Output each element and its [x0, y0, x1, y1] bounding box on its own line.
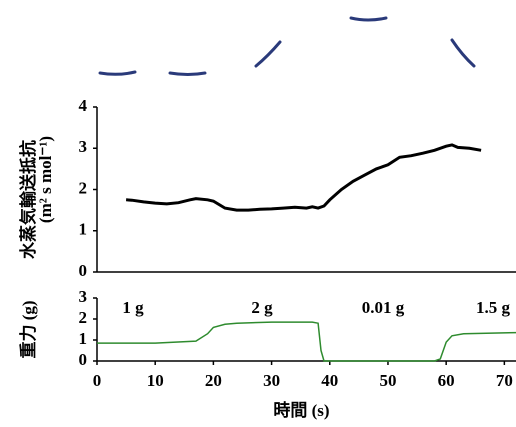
- x-tick-label: 70: [496, 371, 513, 390]
- y-tick-label: 0: [79, 261, 88, 280]
- x-tick-label: 30: [263, 371, 280, 390]
- x-tick-label: 60: [438, 371, 455, 390]
- leaf-icon: [349, 16, 388, 22]
- y-tick-label: 4: [79, 96, 88, 115]
- x-tick-label: 20: [205, 371, 222, 390]
- data-line: [97, 321, 516, 362]
- y-axis-label: (m² s mol⁻¹): [36, 136, 55, 223]
- leaf-icon: [450, 38, 476, 68]
- y-tick-label: 2: [79, 178, 88, 197]
- annotation: 1.5 g: [476, 298, 511, 317]
- y-axis-label: 水蒸気輸送抵抗: [18, 140, 38, 259]
- leaf-icon: [254, 40, 282, 68]
- y-tick-label: 0: [79, 350, 88, 369]
- x-tick-label: 10: [147, 371, 164, 390]
- y-tick-label: 3: [79, 137, 88, 156]
- y-tick-label: 1: [79, 220, 88, 239]
- y-tick-label: 1: [79, 329, 88, 348]
- data-line: [125, 143, 482, 212]
- x-axis-label: 時間 (s): [273, 400, 329, 420]
- annotation: 0.01 g: [362, 298, 405, 317]
- annotation: 2 g: [251, 298, 273, 317]
- x-tick-label: 40: [321, 371, 338, 390]
- leaf-icon: [168, 71, 207, 76]
- y-tick-label: 3: [79, 287, 88, 306]
- x-tick-label: 0: [93, 371, 102, 390]
- annotation: 1 g: [122, 298, 144, 317]
- leaf-icons: [98, 16, 476, 76]
- x-tick-label: 50: [379, 371, 396, 390]
- y-tick-label: 2: [79, 308, 88, 327]
- y-axis-label: 重力 (g): [18, 300, 38, 358]
- leaf-icon: [98, 70, 137, 76]
